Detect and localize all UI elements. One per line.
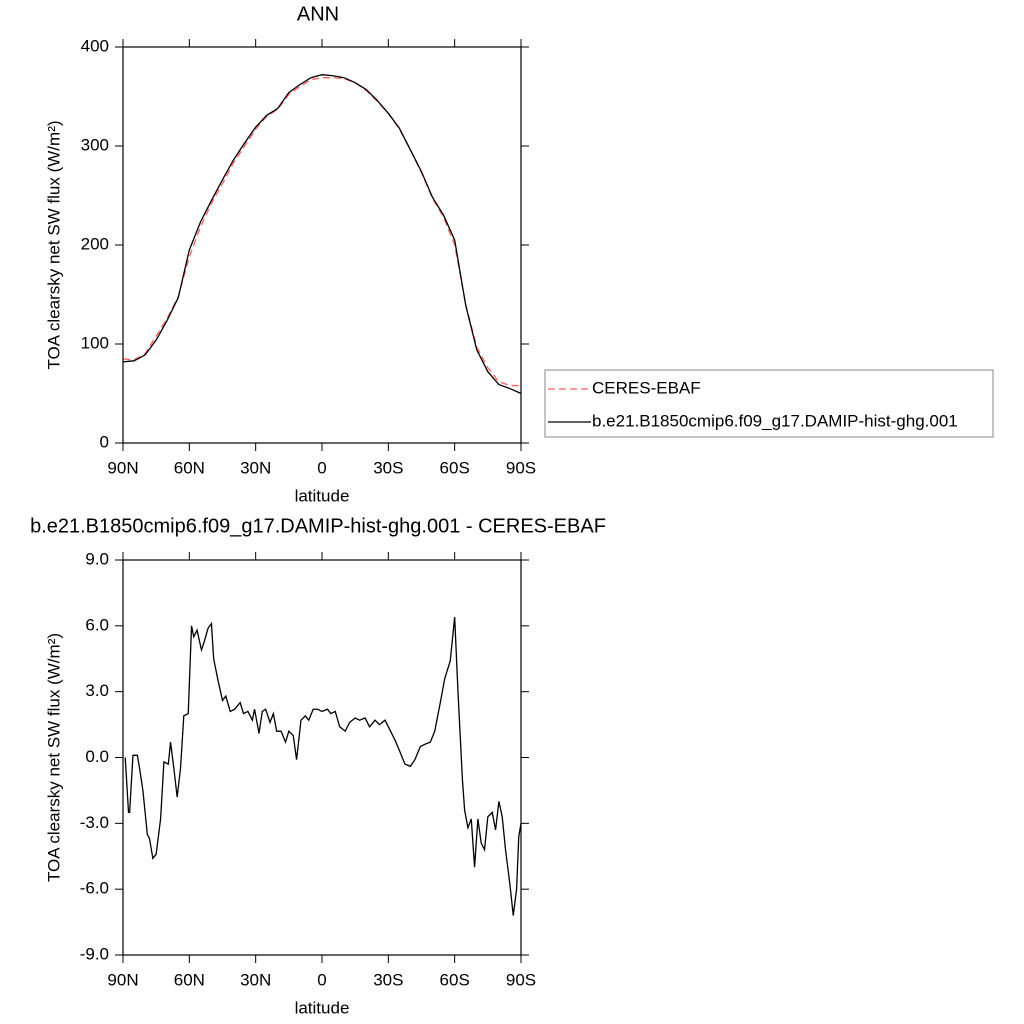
y-tick-label: 0.0 [85,747,109,766]
y-tick-label: -3.0 [80,813,109,832]
data-line [122,77,521,387]
y-axis-label: TOA clearsky net SW flux (W/m²) [44,633,63,882]
x-tick-label: 30N [240,458,271,477]
x-axis-label: latitude [295,998,350,1017]
x-axis-label: latitude [295,486,350,505]
x-tick-label: 60N [174,458,205,477]
y-tick-label: 0 [100,432,109,451]
x-tick-label: 30N [240,970,271,989]
x-tick-label: 0 [317,458,326,477]
legend-label: CERES-EBAF [592,378,701,397]
data-line [124,616,522,916]
y-tick-label: 3.0 [85,681,109,700]
y-tick-label: 200 [81,234,109,253]
x-tick-label: 90S [506,970,536,989]
chart-title: ANN [297,3,339,25]
chart-title: b.e21.B1850cmip6.f09_g17.DAMIP-hist-ghg.… [30,515,606,537]
x-tick-label: 0 [317,970,326,989]
y-tick-label: -9.0 [80,944,109,963]
y-tick-label: -6.0 [80,879,109,898]
y-tick-label: 6.0 [85,615,109,634]
y-tick-label: 9.0 [85,549,109,568]
y-tick-label: 300 [81,135,109,154]
x-tick-label: 30S [373,458,403,477]
x-tick-label: 90N [107,970,138,989]
plot-frame [122,46,522,444]
x-tick-label: 60S [440,970,470,989]
x-tick-label: 60S [440,458,470,477]
x-tick-label: 90S [506,458,536,477]
y-axis-label: TOA clearsky net SW flux (W/m²) [44,120,63,369]
data-line [122,74,522,395]
y-tick-label: 400 [81,36,109,55]
x-tick-label: 60N [174,970,205,989]
x-tick-label: 90N [107,458,138,477]
legend-box [544,369,994,438]
plot-frame [122,559,522,956]
y-tick-label: 100 [81,333,109,352]
x-tick-label: 30S [373,970,403,989]
legend-label: b.e21.B1850cmip6.f09_g17.DAMIP-hist-ghg.… [592,411,958,430]
